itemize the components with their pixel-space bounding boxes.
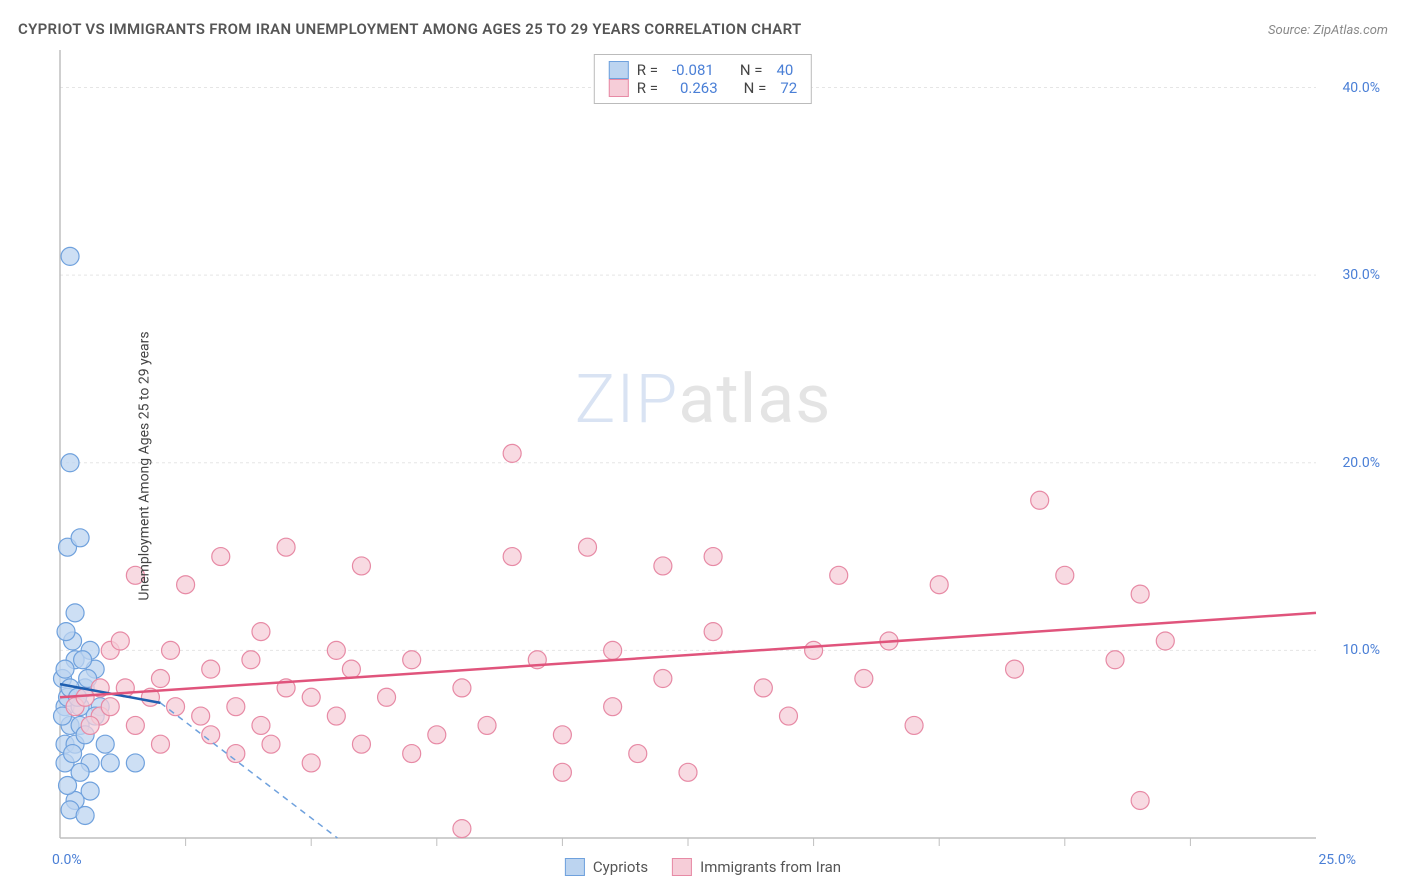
legend-row-iran: R = 0.263 N = 72 <box>609 79 797 97</box>
x-axis-max-label: 25.0% <box>1318 852 1356 868</box>
legend-item-cypriots: Cypriots <box>565 858 648 876</box>
swatch-iran <box>672 858 692 876</box>
legend-label-cypriots: Cypriots <box>593 858 648 876</box>
n-label: N = <box>744 79 767 97</box>
r-label: R = <box>637 61 658 79</box>
correlation-legend: R = -0.081 N = 40 R = 0.263 N = 72 <box>594 54 812 104</box>
n-value-cypriots: 40 <box>776 61 793 79</box>
y-tick-label: 40.0% <box>1342 80 1380 96</box>
n-label: N = <box>740 61 763 79</box>
y-axis-label: Unemployment Among Ages 25 to 29 years <box>137 331 153 600</box>
n-value-iran: 72 <box>780 79 797 97</box>
y-tick-label: 20.0% <box>1342 455 1380 471</box>
legend-item-iran: Immigrants from Iran <box>672 858 841 876</box>
r-label: R = <box>637 79 658 97</box>
source-label: Source: ZipAtlas.com <box>1268 23 1388 38</box>
swatch-cypriots <box>565 858 585 876</box>
scatter-plot <box>18 50 1388 882</box>
series-legend: Cypriots Immigrants from Iran <box>565 858 841 876</box>
chart-container: Unemployment Among Ages 25 to 29 years Z… <box>18 50 1388 882</box>
legend-row-cypriots: R = -0.081 N = 40 <box>609 61 797 79</box>
chart-title: CYPRIOT VS IMMIGRANTS FROM IRAN UNEMPLOY… <box>18 20 801 38</box>
y-tick-label: 30.0% <box>1342 267 1380 283</box>
swatch-iran <box>609 79 629 97</box>
y-tick-label: 10.0% <box>1342 642 1380 658</box>
swatch-cypriots <box>609 61 629 79</box>
r-value-cypriots: -0.081 <box>672 61 714 79</box>
legend-label-iran: Immigrants from Iran <box>700 858 841 876</box>
r-value-iran: 0.263 <box>680 79 718 97</box>
x-axis-min-label: 0.0% <box>52 852 82 868</box>
